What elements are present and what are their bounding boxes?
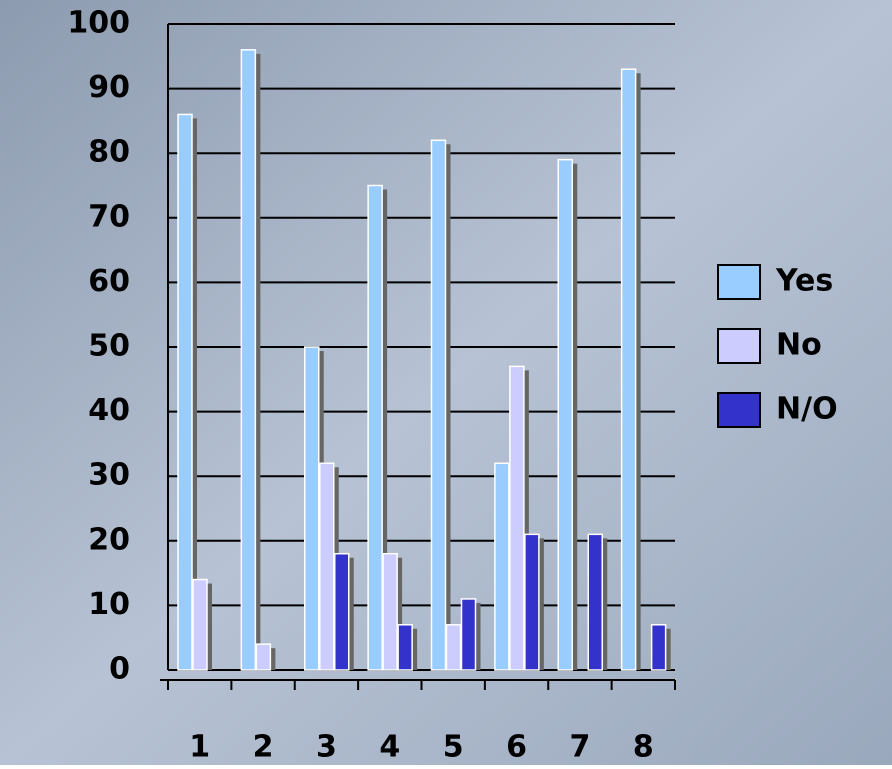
bar xyxy=(319,462,335,671)
y-tick-label: 80 xyxy=(88,135,130,170)
bar xyxy=(397,624,413,671)
bar xyxy=(587,533,603,671)
y-tick-label: 50 xyxy=(88,329,130,364)
x-tick-label: 6 xyxy=(506,730,527,765)
y-tick-label: 10 xyxy=(88,587,130,622)
y-tick-label: 100 xyxy=(67,6,130,41)
bar xyxy=(304,346,320,671)
x-tick-label: 7 xyxy=(570,730,591,765)
bar xyxy=(367,184,383,671)
bar xyxy=(255,643,272,671)
bar xyxy=(430,139,447,671)
bar xyxy=(494,462,510,671)
bar xyxy=(524,533,540,671)
bar xyxy=(460,598,477,671)
x-tick-label: 1 xyxy=(189,730,210,765)
x-tick-label: 8 xyxy=(633,730,654,765)
legend-label: Yes xyxy=(775,264,833,299)
bar xyxy=(177,113,193,671)
legend-swatch xyxy=(717,264,761,300)
legend-swatch xyxy=(717,392,761,428)
bar xyxy=(620,68,637,671)
bar xyxy=(509,365,525,671)
bar xyxy=(382,552,398,671)
bar xyxy=(192,578,208,671)
bar xyxy=(445,624,462,671)
x-tick-label: 3 xyxy=(316,730,337,765)
bar xyxy=(334,552,350,671)
y-tick-label: 40 xyxy=(88,393,130,428)
legend-label: No xyxy=(776,328,822,363)
bar xyxy=(240,49,257,671)
y-tick-label: 30 xyxy=(88,458,130,493)
y-tick-label: 20 xyxy=(88,522,130,557)
bar xyxy=(557,158,573,671)
y-tick-label: 90 xyxy=(88,70,130,105)
x-tick-label: 5 xyxy=(443,730,464,765)
legend-label: N/O xyxy=(776,392,838,427)
legend-swatch xyxy=(717,328,761,364)
y-tick-label: 70 xyxy=(88,199,130,234)
x-tick-label: 4 xyxy=(379,730,400,765)
x-tick-label: 2 xyxy=(253,730,274,765)
bar xyxy=(650,624,667,671)
y-tick-label: 0 xyxy=(109,652,130,687)
y-tick-label: 60 xyxy=(88,264,130,299)
